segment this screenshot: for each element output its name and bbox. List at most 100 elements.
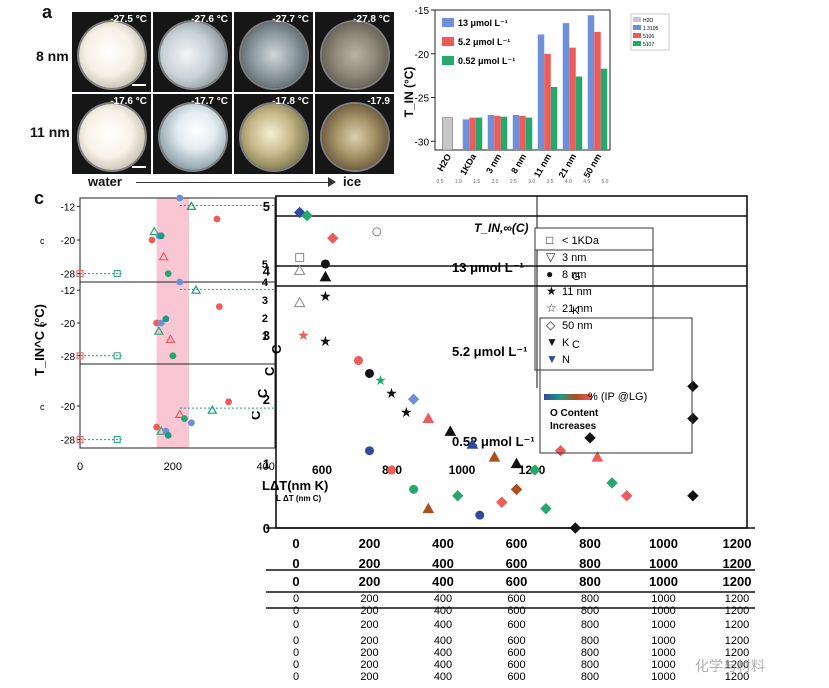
data-point bbox=[496, 496, 508, 508]
x-tick-label: 0 bbox=[293, 619, 299, 631]
bar bbox=[525, 117, 533, 150]
temperature-label: -27.8 °C bbox=[353, 14, 390, 25]
data-point bbox=[606, 477, 618, 489]
legend-note: Increases bbox=[550, 421, 597, 432]
x-tick-label: 200 bbox=[359, 536, 381, 551]
micrograph-11nm-2: -17.7 °C bbox=[153, 94, 232, 174]
data-point bbox=[215, 303, 223, 310]
legend-note: O Content bbox=[550, 408, 599, 419]
x-tick-label: 200 bbox=[360, 619, 378, 631]
legend-symbol: ◇ bbox=[546, 318, 556, 332]
x-tick-label: 1200 bbox=[725, 635, 749, 647]
legend-swatch-right bbox=[633, 33, 641, 38]
data-point bbox=[687, 412, 699, 425]
bar bbox=[537, 34, 545, 150]
bar bbox=[550, 87, 558, 150]
data-point bbox=[76, 270, 84, 278]
data-point: ★ bbox=[297, 327, 310, 343]
concentration-annotation: 0.52 μmol L⁻¹ bbox=[452, 434, 535, 449]
x-tick-label: 0 bbox=[292, 574, 299, 589]
legend-swatch-right bbox=[633, 41, 641, 46]
sub-tick-label: 4.0 bbox=[565, 179, 572, 185]
x-tick-label: 200 bbox=[360, 635, 378, 647]
data-point bbox=[540, 502, 552, 515]
legend-symbol: ☆ bbox=[546, 301, 557, 315]
y-tick-label: -28 bbox=[61, 436, 76, 447]
sub-tick-label: 2.0 bbox=[492, 179, 499, 185]
legend-swatch bbox=[442, 37, 454, 46]
data-point bbox=[621, 490, 633, 502]
legend-box bbox=[539, 317, 693, 454]
legend-swatch-right bbox=[633, 17, 641, 22]
data-point bbox=[569, 522, 582, 534]
x-tick-label: 0 bbox=[293, 605, 299, 617]
x-tick-label: 200 bbox=[360, 671, 378, 683]
data-point bbox=[188, 419, 195, 427]
legend-label: 21 nm bbox=[562, 303, 593, 315]
y-tick-label: -20 bbox=[415, 50, 430, 61]
chart-title: T_IN,∞(C) bbox=[474, 221, 529, 235]
x-tick-label: 1000 bbox=[651, 593, 675, 605]
sub-tick-label: 4.5 bbox=[583, 179, 590, 185]
legend-label: < 1KDa bbox=[562, 235, 600, 247]
data-point: ★ bbox=[385, 385, 398, 401]
y-tick-label: -20 bbox=[61, 402, 76, 413]
x-tick-label: 200 bbox=[360, 593, 378, 605]
data-point bbox=[157, 232, 165, 240]
colorbar bbox=[544, 394, 592, 400]
bar bbox=[494, 115, 501, 150]
y-tick-label: 5 bbox=[263, 199, 270, 214]
x-tick-label: 600 bbox=[506, 556, 528, 571]
y-tick-label: -20 bbox=[61, 236, 76, 247]
y-tick-label: 1 bbox=[263, 457, 270, 472]
droplet-image bbox=[240, 104, 307, 171]
y-axis-letter: C bbox=[252, 410, 263, 420]
data-point bbox=[153, 325, 164, 335]
x-axis-label-sub: L ΔT (nm C) bbox=[276, 494, 321, 503]
data-point bbox=[591, 451, 604, 462]
bar bbox=[562, 23, 570, 150]
data-point bbox=[444, 425, 457, 436]
data-point bbox=[301, 209, 313, 222]
x-tick-label: 1200 bbox=[725, 605, 749, 617]
data-point bbox=[169, 352, 177, 360]
inner-x-tick: 600 bbox=[312, 463, 332, 477]
concentration-annotation: 5.2 μmol L⁻¹ bbox=[452, 344, 528, 359]
data-point bbox=[76, 352, 84, 360]
data-point bbox=[113, 270, 121, 278]
x-axis-label: LΔT(nm K) bbox=[262, 478, 328, 493]
legend-box bbox=[534, 249, 654, 371]
bar bbox=[587, 15, 595, 150]
y-tick-label: -15 bbox=[415, 6, 430, 17]
x-tick-label: 800 bbox=[581, 605, 599, 617]
y-tick-label: -20 bbox=[61, 319, 76, 330]
sub-tick-label: 5.0 bbox=[602, 179, 609, 185]
x-tick-label: 800 bbox=[579, 536, 601, 551]
data-point bbox=[162, 315, 170, 323]
bar-water bbox=[442, 117, 453, 151]
x-tick-label: 200 bbox=[359, 574, 381, 589]
micrograph-8nm-1: -27.5 °C bbox=[72, 12, 151, 92]
data-point bbox=[176, 194, 184, 202]
data-point bbox=[387, 465, 397, 475]
x-tick-label: 1000 bbox=[651, 619, 675, 631]
y-tick-label: -28 bbox=[61, 352, 76, 363]
x-tick-label: 1000 bbox=[651, 605, 675, 617]
legend-symbol: ▼ bbox=[546, 352, 558, 366]
x-tick-label: 1000 bbox=[649, 536, 678, 551]
legend-symbol: ★ bbox=[546, 284, 557, 298]
legend-symbol: ● bbox=[546, 267, 553, 281]
x-tick-label: 400 bbox=[434, 593, 452, 605]
scatter-overlay-right: 54321054321CCCCT_IN,∞(C)13 μmol L⁻¹5.2 μ… bbox=[252, 195, 755, 683]
data-point bbox=[186, 201, 197, 210]
temperature-label: -17.7 °C bbox=[191, 96, 228, 107]
y-tick-variant: 5 bbox=[262, 259, 268, 271]
legend-label: 50 nm bbox=[562, 320, 593, 332]
y-tick-label: -28 bbox=[61, 270, 76, 281]
bar bbox=[600, 68, 608, 150]
bar bbox=[594, 31, 601, 150]
x-tick-label: 1200 bbox=[725, 659, 749, 671]
ice-label: ice bbox=[343, 174, 362, 189]
x-tick-label: 200 bbox=[360, 647, 378, 659]
x-tick-label: 600 bbox=[507, 619, 525, 631]
